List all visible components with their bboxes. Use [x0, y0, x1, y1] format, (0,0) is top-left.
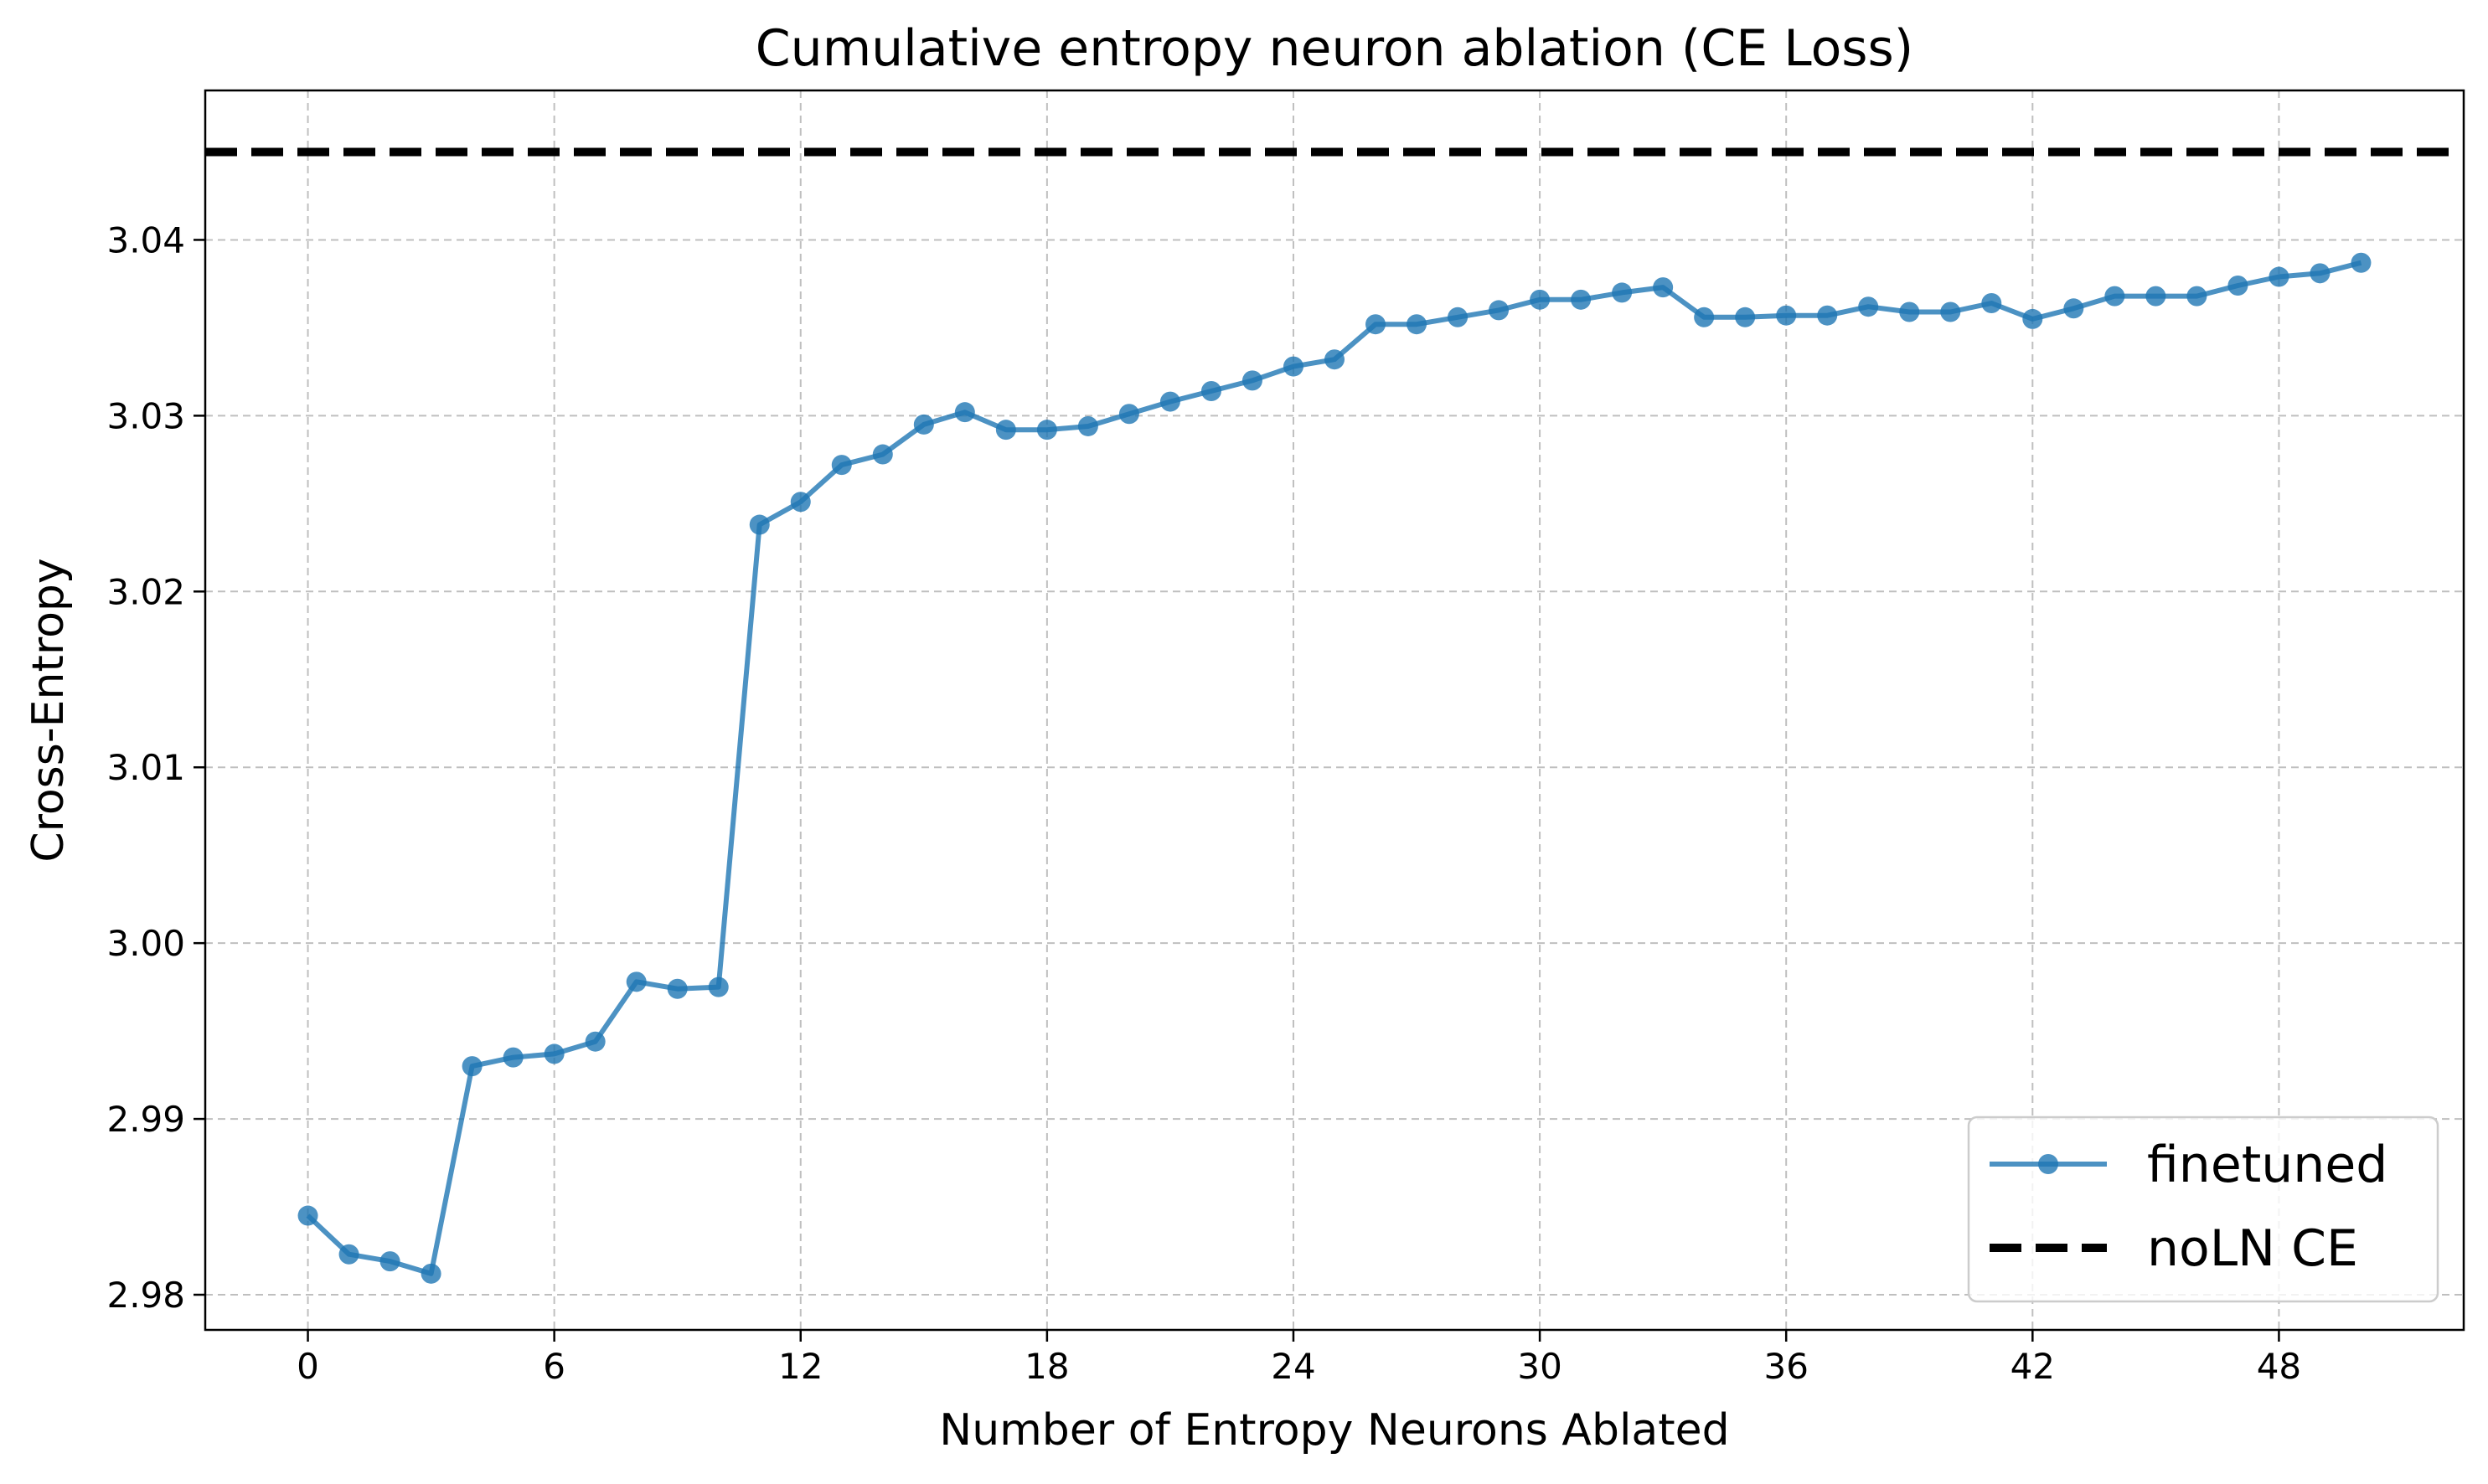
finetuned-data-point: [872, 444, 893, 465]
legend-label-noln-ce: noLN CE: [2147, 1219, 2358, 1278]
finetuned-data-point: [1694, 307, 1715, 327]
finetuned-data-point: [1735, 307, 1756, 327]
chart-title: Cumulative entropy neuron ablation (CE L…: [756, 19, 1913, 78]
finetuned-data-point: [1981, 293, 2002, 314]
finetuned-data-point: [749, 514, 770, 535]
finetuned-data-point: [1324, 349, 1345, 370]
finetuned-data-point: [2351, 252, 2372, 273]
y-tick-label: 2.99: [106, 1099, 185, 1140]
finetuned-data-point: [1283, 356, 1303, 377]
y-tick-label: 3.02: [106, 571, 185, 612]
finetuned-data-point: [462, 1056, 483, 1077]
y-tick-label: 2.98: [106, 1275, 185, 1316]
finetuned-data-point: [2063, 298, 2084, 319]
finetuned-data-point: [1653, 277, 1674, 298]
finetuned-data-point: [1940, 301, 1961, 322]
x-tick-label: 18: [1025, 1346, 1069, 1387]
y-tick-label: 3.04: [106, 219, 185, 260]
finetuned-data-point: [544, 1043, 565, 1064]
x-tick-label: 24: [1271, 1346, 1315, 1387]
finetuned-data-point: [503, 1047, 524, 1068]
finetuned-data-point: [831, 455, 852, 476]
x-axis-label: Number of Entropy Neurons Ablated: [939, 1405, 1729, 1456]
finetuned-data-point: [1817, 305, 1838, 326]
legend-finetuned-marker: [2038, 1154, 2058, 1174]
x-tick-label: 36: [1763, 1346, 1808, 1387]
finetuned-data-point: [1776, 305, 1797, 326]
finetuned-data-point: [1489, 300, 1510, 321]
x-tick-label: 6: [543, 1346, 565, 1387]
finetuned-data-point: [1448, 307, 1469, 327]
legend-label-finetuned: finetuned: [2147, 1136, 2387, 1194]
y-tick-label: 3.03: [106, 395, 185, 436]
finetuned-data-point: [1858, 296, 1879, 317]
finetuned-data-point: [626, 971, 647, 992]
finetuned-data-point: [708, 976, 729, 997]
x-tick-label: 0: [297, 1346, 319, 1387]
finetuned-data-point: [954, 402, 975, 423]
y-tick-label: 3.01: [106, 747, 185, 788]
finetuned-data-point: [1159, 391, 1180, 412]
finetuned-data-point: [2269, 266, 2289, 287]
finetuned-data-point: [2186, 286, 2207, 307]
finetuned-data-point: [1036, 420, 1057, 441]
finetuned-data-point: [421, 1263, 441, 1284]
legend: finetuned noLN CE: [1967, 1116, 2439, 1303]
finetuned-data-point: [585, 1031, 606, 1052]
y-axis-label: Cross-Entropy: [23, 558, 74, 862]
finetuned-data-point: [1571, 289, 1592, 310]
finetuned-data-point: [2022, 308, 2043, 329]
finetuned-data-point: [2227, 276, 2248, 296]
finetuned-data-point: [1365, 314, 1386, 335]
finetuned-data-point: [1118, 404, 1139, 425]
x-tick-label: 30: [1517, 1346, 1561, 1387]
series-layer: [297, 252, 2372, 1284]
tick-layer: 0 6 12 18 24 30 36 42 48 2.98 2.99 3.00 3.01 3.02 3.03…: [106, 219, 2301, 1387]
finetuned-data-point: [379, 1251, 400, 1272]
finetuned-data-point: [2104, 286, 2125, 307]
finetuned-data-point: [995, 420, 1016, 441]
finetuned-data-point: [1407, 314, 1427, 335]
finetuned-data-point: [667, 978, 688, 999]
finetuned-data-point: [2145, 286, 2166, 307]
x-tick-label: 48: [2257, 1346, 2301, 1387]
finetuned-data-point: [1530, 289, 1551, 310]
finetuned-data-point: [1200, 380, 1221, 401]
finetuned-data-point: [1899, 301, 1920, 322]
x-tick-label: 42: [2011, 1346, 2055, 1387]
x-tick-label: 12: [778, 1346, 823, 1387]
finetuned-data-point: [297, 1205, 318, 1226]
finetuned-data-point: [913, 414, 934, 435]
finetuned-data-point: [1241, 370, 1262, 391]
finetuned-data-point: [338, 1244, 359, 1265]
finetuned-data-point: [1077, 415, 1098, 436]
finetuned-data-point: [790, 492, 811, 513]
finetuned-data-point: [2310, 263, 2331, 284]
y-tick-label: 3.00: [106, 923, 185, 964]
plot-frame: [204, 89, 2465, 1332]
finetuned-data-point: [1612, 282, 1633, 303]
